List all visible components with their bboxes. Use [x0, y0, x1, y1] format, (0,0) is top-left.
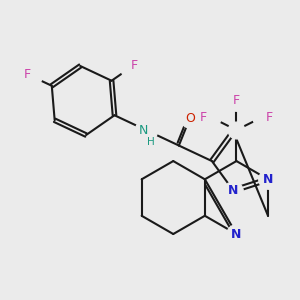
Text: F: F: [233, 94, 240, 107]
Text: F: F: [23, 68, 31, 81]
Text: N: N: [228, 184, 239, 197]
Text: N: N: [138, 124, 148, 136]
Text: F: F: [266, 111, 273, 124]
Text: F: F: [200, 111, 207, 124]
Text: N: N: [231, 227, 242, 241]
Text: O: O: [185, 112, 195, 125]
Text: F: F: [130, 58, 138, 72]
Text: H: H: [148, 137, 155, 147]
Text: N: N: [263, 173, 273, 186]
